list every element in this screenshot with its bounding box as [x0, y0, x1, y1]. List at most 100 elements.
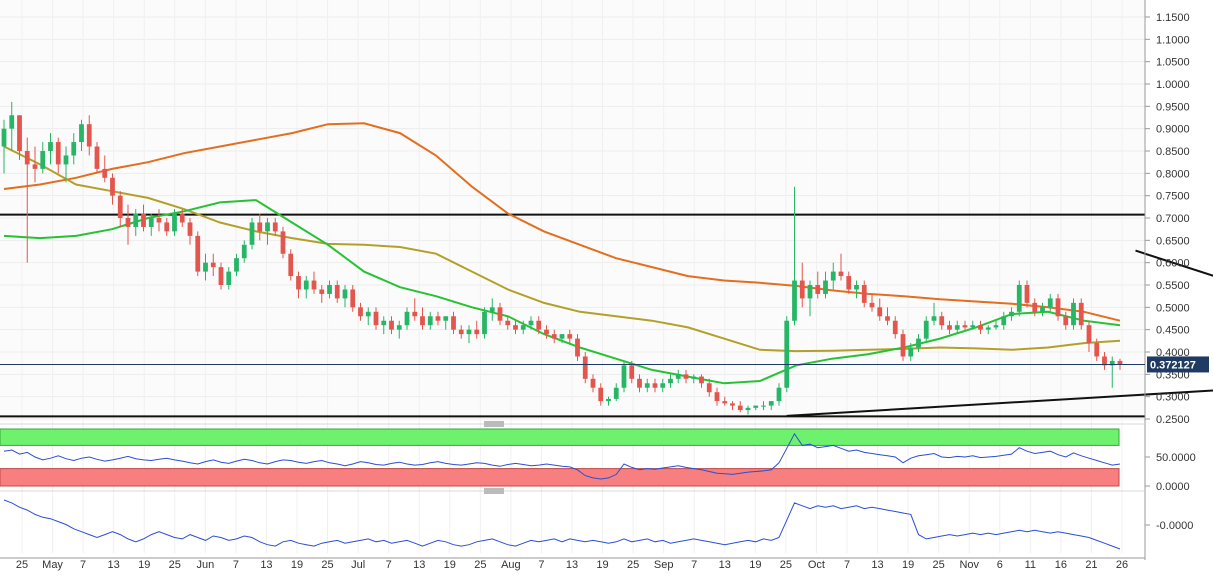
candle-body [1009, 312, 1014, 316]
candle-body [250, 222, 255, 244]
candle-body [622, 365, 627, 387]
candle-body [994, 325, 999, 327]
candle-body [815, 285, 820, 294]
y-tick-label: 1.0500 [1156, 57, 1190, 69]
candle-body [691, 377, 696, 379]
candle-body [164, 222, 169, 231]
candle [1071, 298, 1076, 329]
x-tick-label: 25 [169, 559, 181, 571]
candle-body [986, 327, 991, 329]
candle-body [180, 214, 185, 223]
candle-body [738, 406, 743, 410]
x-tick-label: Sep [654, 559, 674, 571]
candle-body [769, 401, 774, 405]
y-tick-label: 0.6500 [1156, 235, 1190, 247]
candle-body [854, 285, 859, 289]
candle-body [598, 388, 603, 401]
x-tick-label: 19 [902, 559, 914, 571]
candle [281, 227, 286, 258]
candle-body [335, 285, 340, 298]
x-tick-label: 7 [386, 559, 392, 571]
candle-body [924, 321, 929, 339]
y-tick-label: 1.1500 [1156, 12, 1190, 24]
candle-body [808, 285, 813, 298]
oscillator-tick-label: 0.0000 [1156, 481, 1190, 493]
candle-body [33, 164, 38, 168]
x-tick-label: Jun [196, 559, 214, 571]
x-tick-label: 13 [719, 559, 731, 571]
candle-body [1017, 285, 1022, 312]
candle-body [955, 325, 960, 329]
oscillator-tick-label: 50.0000 [1156, 452, 1196, 464]
candle-body [273, 222, 278, 231]
candle-body [219, 267, 224, 285]
candle-body [366, 312, 371, 316]
x-tick-label: 25 [933, 559, 945, 571]
candle-body [784, 321, 789, 388]
candle-body [901, 334, 906, 356]
candle [901, 330, 906, 361]
candle-body [118, 196, 123, 218]
y-tick-label: 1.1000 [1156, 34, 1190, 46]
candle-body [885, 316, 890, 320]
x-tick-label: 13 [413, 559, 425, 571]
candle-body [560, 334, 565, 338]
x-tick-label: 13 [871, 559, 883, 571]
candle-body [133, 214, 138, 227]
candle-body [746, 408, 751, 410]
candle-body [1071, 303, 1076, 325]
x-tick-label: 7 [844, 559, 850, 571]
y-tick-label: 0.8500 [1156, 146, 1190, 158]
candle-body [451, 316, 456, 329]
x-tick-label: 13 [260, 559, 272, 571]
x-tick-label: 7 [691, 559, 697, 571]
candle-body [839, 272, 844, 276]
candle-body [71, 142, 76, 155]
candle-body [110, 178, 115, 196]
candle-body [536, 321, 541, 330]
candle-body [381, 321, 386, 325]
candle-body [505, 321, 510, 325]
candle-body [257, 222, 262, 231]
x-tick-label: 6 [997, 559, 1003, 571]
candle-body [792, 281, 797, 321]
candle-body [141, 214, 146, 227]
candle-body [490, 307, 495, 311]
x-tick-label: 21 [1085, 559, 1097, 571]
candle-body [978, 325, 983, 329]
overbought-zone [0, 429, 1119, 445]
y-tick-label: 0.8000 [1156, 168, 1190, 180]
y-tick-label: 0.2500 [1156, 414, 1190, 426]
y-tick-label: 0.7500 [1156, 191, 1190, 203]
candle [288, 249, 293, 280]
y-tick-label: 0.6000 [1156, 258, 1190, 270]
candle-body [753, 406, 758, 408]
candle-body [932, 316, 937, 320]
candle-body [777, 388, 782, 401]
candle-body [908, 348, 913, 357]
candle-body [482, 312, 487, 334]
x-tick-label: 19 [444, 559, 456, 571]
candle-body [126, 218, 131, 227]
x-tick-label: May [42, 559, 63, 571]
candle-body [715, 392, 720, 401]
candle-body [157, 218, 162, 222]
candle-body [970, 325, 975, 327]
y-tick-label: 0.5000 [1156, 302, 1190, 314]
candle-body [374, 312, 379, 325]
candle-body [467, 330, 472, 334]
y-tick-label: 1.0000 [1156, 79, 1190, 91]
candle-body [1040, 307, 1045, 311]
candle-body [389, 321, 394, 330]
x-tick-label: 7 [80, 559, 86, 571]
x-tick-label: Aug [501, 559, 521, 571]
y-tick-label: 0.7000 [1156, 213, 1190, 225]
candle-body [319, 289, 324, 293]
candle-body [676, 374, 681, 378]
candle-body [583, 356, 588, 378]
y-tick-label: 0.4500 [1156, 325, 1190, 337]
x-tick-label: 13 [108, 559, 120, 571]
candle-body [707, 383, 712, 392]
x-tick-label: 25 [474, 559, 486, 571]
